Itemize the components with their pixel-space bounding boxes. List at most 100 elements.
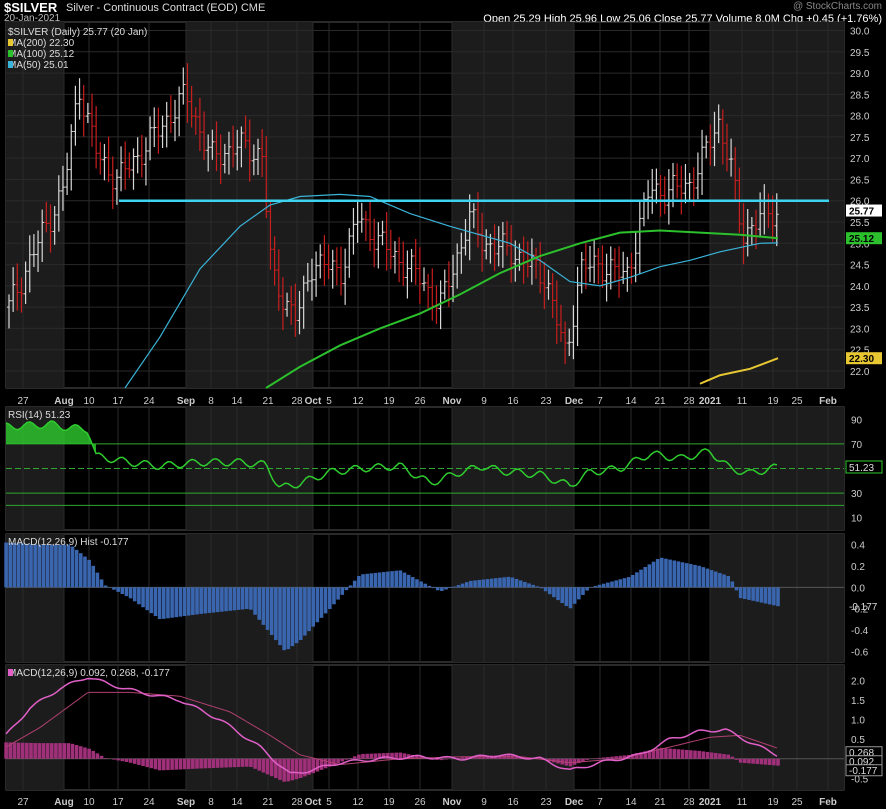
macd-hist-bar [328,758,332,767]
month-band [6,665,64,790]
macd-hist-bar [601,757,606,759]
macd-hist-bar [62,743,66,759]
hist-bar [8,542,13,588]
macd-hist-bar [660,747,664,759]
price-tick-label: 23.0 [850,324,870,335]
price-x-tick-label: 25 [791,396,803,407]
macd-hist-bar [224,758,228,768]
macd-hist-bar [585,758,589,760]
macd-hist-bar [269,758,274,777]
macd-hist-bar [79,746,83,759]
macd-hist-bar [87,748,91,759]
month-band [186,22,313,388]
macd-hist-bar [112,758,116,760]
hist-bar [543,587,548,592]
hist-bar [776,587,780,607]
hist-bar [282,587,286,651]
macd-hist-bar [655,748,660,759]
price-x-tick-label: 7 [597,396,603,407]
ma50-legend: MA(50) 25.01 [8,60,69,71]
macd-hist-bar [232,758,237,768]
bottom-x-tick-label: 26 [414,797,426,808]
hist-bar [614,580,618,588]
macd-right-label: -0.177 [849,766,878,777]
hist-bar [361,574,365,588]
hist-bar [527,583,531,588]
ma200-line [699,357,779,385]
hist-bar [340,587,345,595]
price-tick-label: 24.0 [850,282,870,293]
macd-hist-bar [166,758,170,771]
hist-bar [664,558,668,588]
price-x-tick-label: 2021 [699,396,722,407]
macd-hist-bar [664,748,668,759]
macd-hist-bar [91,750,96,759]
hist-bar [332,587,336,605]
hist-bar [680,562,685,588]
price-right-label-box [846,204,882,217]
macd-hist-bar [274,758,278,779]
hist-bar [601,583,606,588]
hist-bar [95,572,100,588]
hist-bar [394,570,398,588]
hist-bar [373,572,378,588]
ma50-line [124,193,779,389]
hist-bar [20,543,25,588]
macd-hist-bar [95,753,100,759]
hist-bar [539,587,544,589]
hist-bar [311,587,315,627]
macd-hist-bar [348,758,353,759]
hist-bar [124,587,129,597]
bottom-x-tick-label: 16 [507,797,519,808]
bottom-x-tick-label: 19 [767,797,779,808]
price-x-tick-label: 17 [112,396,124,407]
macd-hist-bar [577,758,581,764]
hist-bar [103,585,108,588]
price-x-tick-label: 10 [83,396,95,407]
macd-legend: MACD(12,26,9) 0.092, 0.268, -0.177 [8,668,170,679]
macd-hist-bar [211,758,216,768]
hist-bar [79,553,83,588]
price-right-label: 22.30 [849,354,874,365]
macd-hist-bar [390,752,394,759]
month-band [710,665,844,790]
macd-hist-bar [124,758,129,762]
price-right-label: 25.77 [849,207,874,218]
macd-hist-bar [141,758,145,767]
hist-bar [672,560,677,588]
macd-legend-swatch [8,669,13,676]
hist-bar [232,587,237,611]
hist-bar [718,573,722,588]
hist-bar [552,587,556,598]
hist-bar [137,587,141,605]
hist-bar [348,585,353,588]
hist-bar [435,587,440,591]
hist-bar [203,587,208,614]
hist-bar [477,579,481,588]
price-tick-label: 27.5 [850,133,870,144]
macd-hist-bar [311,758,315,774]
hist-bar [622,578,627,588]
macd-tick-label: 2.0 [851,677,865,688]
macd-hist-bar [199,758,203,769]
hist-bar [33,544,37,588]
macd-right-label: 0.268 [849,748,874,759]
hist-bar [767,587,772,605]
hist-bar [87,559,91,588]
rsi-right-label-box [845,460,883,474]
price-tick-label: 26.0 [850,197,870,208]
macd-hist-bar [220,758,224,768]
hist-bar [220,587,224,612]
hist-bar [581,587,585,595]
macd-hist-bar [689,750,693,759]
hist-bar [514,578,519,588]
macd-hist-bar [191,758,195,769]
macd-hist-bar [460,757,465,759]
macd-hist-bar [759,758,764,765]
macd-hist-bar [37,743,42,759]
hist-bar [759,587,764,603]
hist-bar [41,544,46,588]
hist-bar [489,578,494,588]
price-tick-label: 29.0 [850,69,870,80]
